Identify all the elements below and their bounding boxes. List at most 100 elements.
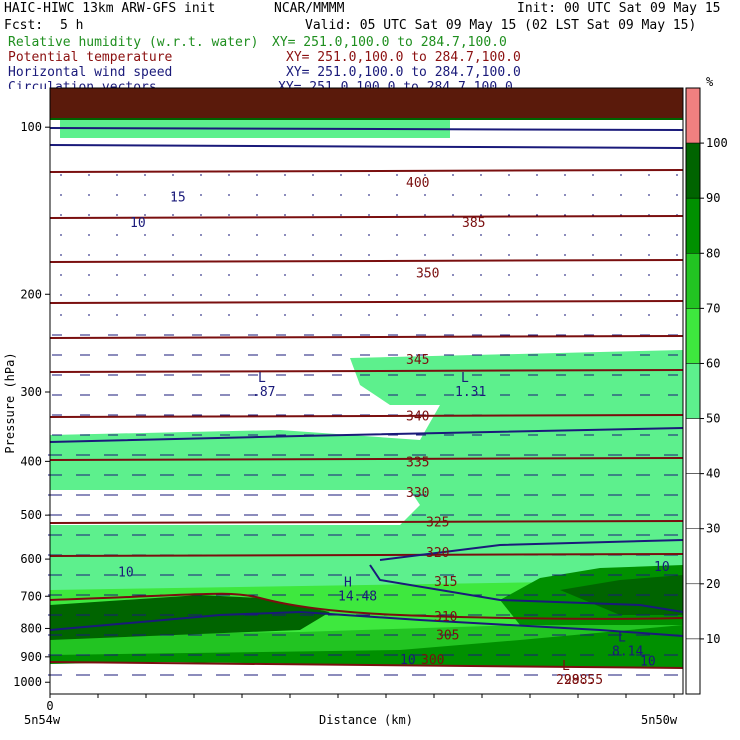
- init-time: Init: 00 UTC Sat 09 May 15: [517, 1, 721, 16]
- theta-label: 330: [406, 486, 429, 501]
- theta-label: 350: [416, 266, 439, 281]
- theta-contour-7: [49, 457, 684, 461]
- circulation-vectors: [48, 174, 678, 676]
- colorbar-tick-label: 40: [706, 467, 720, 481]
- forecast-label: Fcst:: [4, 18, 44, 33]
- plot-frame: [49, 87, 684, 695]
- theta-label: 310: [434, 610, 457, 625]
- colorbar-segment: [685, 142, 701, 199]
- colorbar-tick-label: 10: [706, 632, 720, 646]
- y-tick-label: 400: [20, 454, 42, 468]
- colorbar-tick-label: 70: [706, 301, 720, 315]
- colorbar-tick-label: 100: [706, 136, 728, 150]
- y-tick-label: 900: [20, 650, 42, 664]
- wind-speed-label: 10: [130, 216, 146, 231]
- extremum-value: 14.48: [338, 589, 377, 604]
- theta-label: 325: [426, 516, 449, 531]
- extremum-letter: L: [461, 371, 469, 386]
- colorbar-segment: [685, 583, 701, 640]
- x-end-label-west: 5n54w: [24, 713, 61, 727]
- theta-label: 335: [406, 455, 429, 470]
- theta-contour-0: [49, 169, 684, 173]
- field-name-vectors: Circulation vectors: [8, 81, 157, 89]
- extremum-value: 298.5: [556, 673, 595, 688]
- forecast-hours: 5 h: [60, 18, 84, 33]
- extremum-value: .87: [252, 385, 275, 400]
- theta-label: 385: [462, 216, 485, 231]
- y-tick-label: 200: [20, 287, 42, 301]
- valid-time: Valid: 05 UTC Sat 09 May 15 (02 LST Sat …: [305, 18, 697, 33]
- x-axis-label: Distance (km): [319, 713, 413, 727]
- theta-contour-5: [49, 369, 684, 373]
- wind-speed-label: 10: [654, 560, 670, 575]
- theta-contour-1: [49, 215, 684, 219]
- field-xy-rh: XY= 251.0,100.0 to 284.7,100.0: [272, 35, 507, 50]
- field-xy-wind: XY= 251.0,100.0 to 284.7,100.0: [286, 65, 521, 80]
- wind-contour-upper: [49, 144, 684, 149]
- colorbar-tick-label: 50: [706, 412, 720, 426]
- theta-label: 340: [406, 410, 429, 425]
- colorbar-segment: [685, 528, 701, 585]
- theta-contour-2: [49, 259, 684, 263]
- extremum-letter: L: [618, 630, 626, 645]
- y-tick-label: 500: [20, 508, 42, 522]
- theta-dense-band: [50, 88, 683, 118]
- model-title: HAIC-HIWC 13km ARW-GFS init: [4, 1, 216, 16]
- colorbar-unit: %: [706, 75, 714, 89]
- wind-contour-upper-2: [49, 127, 684, 131]
- colorbar-tick-label: 60: [706, 356, 720, 370]
- theta-contour-8: [49, 520, 684, 524]
- extremum-value: 1.31: [455, 385, 486, 400]
- wind-speed-label: 15: [170, 191, 186, 206]
- y-axis-label: Pressure (hPa): [3, 352, 17, 453]
- y-tick-label: 600: [20, 552, 42, 566]
- theta-label: 400: [406, 176, 429, 191]
- colorbar-tick-label: 20: [706, 577, 720, 591]
- field-name-theta: Potential temperature: [8, 50, 173, 65]
- wind-contour-10-mid: [49, 427, 684, 443]
- theta-contour-9: [49, 553, 684, 557]
- wind-speed-label: 10: [640, 654, 656, 669]
- colorbar-tick-label: 80: [706, 246, 720, 260]
- extremum-letter: L: [258, 371, 266, 386]
- extremum-letter: L: [562, 659, 570, 674]
- colorbar-tick-label: 30: [706, 522, 720, 536]
- theta-label: 320: [426, 546, 449, 561]
- x-tick-label: 0: [46, 699, 53, 713]
- colorbar-segment: [685, 87, 701, 144]
- field-name-rh: Relative humidity (w.r.t. water): [8, 35, 259, 50]
- rh-dry-tongue: [50, 490, 420, 525]
- theta-label: 300: [421, 653, 444, 668]
- theta-label: 305: [436, 628, 459, 643]
- colorbar-segment: [685, 308, 701, 364]
- org-label: NCAR/MMMM: [274, 1, 345, 16]
- colorbar-segment: [685, 473, 701, 529]
- wind-speed-label: 10: [400, 653, 416, 668]
- below-ground: [50, 662, 683, 695]
- y-tick-label: 800: [20, 621, 42, 635]
- colorbar-segment: [685, 638, 701, 695]
- colorbar-frame: [685, 87, 701, 695]
- field-xy-theta: XY= 251.0,100.0 to 284.7,100.0: [286, 50, 521, 65]
- y-tick-label: 100: [20, 120, 42, 134]
- colorbar-segment: [685, 418, 701, 474]
- field-xy-vectors: XY= 251.0,100.0 to 284.7,100.0: [278, 81, 513, 89]
- theta-contour-3: [49, 300, 684, 304]
- wind-speed-contours: [49, 127, 684, 637]
- theta-contour-298: [49, 661, 684, 669]
- theta-contour-300: [49, 592, 684, 620]
- wind-contour-10-low: [369, 564, 684, 613]
- wind-speed-label: 10: [118, 566, 134, 581]
- colorbar-segment: [685, 197, 701, 254]
- extremum-letter: H: [344, 575, 352, 590]
- theta-contour-4: [49, 335, 684, 339]
- colorbar-segment: [685, 363, 701, 419]
- theta-label: 298.5: [564, 673, 603, 688]
- wind-contour-east: [379, 539, 684, 561]
- extremum-value: 8.14: [612, 644, 643, 659]
- field-name-wind: Horizontal wind speed: [8, 65, 173, 80]
- colorbar-segment: [685, 253, 701, 309]
- wind-contour-10-base: [49, 610, 684, 637]
